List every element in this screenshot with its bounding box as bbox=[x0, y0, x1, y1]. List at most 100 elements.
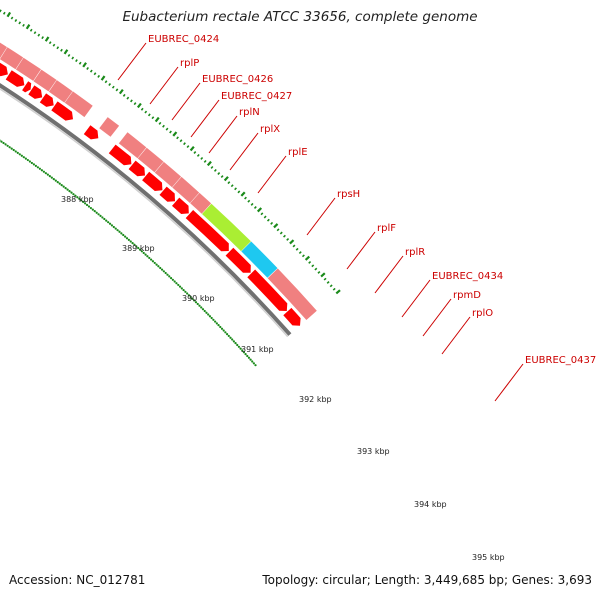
inner-dot-mark bbox=[155, 263, 158, 266]
outer-tick-mark bbox=[154, 116, 160, 123]
inner-dot-mark bbox=[244, 353, 247, 356]
inner-dot-mark bbox=[236, 343, 239, 347]
forward-cds bbox=[15, 57, 41, 81]
label-leader-line bbox=[257, 155, 287, 194]
forward-cds bbox=[0, 42, 7, 59]
inner-dot-mark bbox=[12, 148, 15, 152]
outer-tick-mark bbox=[44, 36, 50, 42]
inner-dot-mark bbox=[182, 288, 185, 292]
outer-tick-mark bbox=[263, 215, 267, 219]
outer-tick-mark bbox=[48, 41, 52, 45]
outer-tick-mark bbox=[169, 130, 172, 134]
forward-cds bbox=[64, 91, 93, 118]
outer-tick-mark bbox=[118, 88, 124, 95]
inner-dot-mark bbox=[247, 356, 251, 359]
outer-tick-mark bbox=[276, 228, 280, 232]
inner-dot-mark bbox=[116, 229, 119, 232]
inner-dot-mark bbox=[232, 340, 235, 343]
inner-dot-mark bbox=[231, 338, 234, 341]
forward-cds bbox=[48, 80, 73, 103]
inner-dot-mark bbox=[191, 297, 194, 300]
inner-dot-mark bbox=[203, 309, 206, 313]
gene-label-5: rplX bbox=[260, 124, 280, 135]
inner-dot-mark bbox=[205, 311, 208, 314]
inner-dot-mark bbox=[28, 160, 31, 163]
inner-dot-mark bbox=[131, 242, 134, 245]
inner-dot-mark bbox=[254, 364, 257, 367]
outer-tick-mark bbox=[56, 46, 60, 50]
tick-label-6: 394 kbp bbox=[414, 500, 447, 509]
outer-tick-mark bbox=[165, 127, 169, 131]
outer-tick-mark bbox=[162, 124, 165, 128]
inner-dot-mark bbox=[99, 214, 102, 217]
inner-dot-mark bbox=[227, 334, 230, 338]
outer-tick-mark bbox=[176, 136, 179, 140]
outer-tick-mark bbox=[244, 196, 247, 200]
inner-dot-mark bbox=[171, 278, 174, 281]
gene-label-13: EUBREC_0437 bbox=[525, 355, 596, 366]
gene-label-7: rpsH bbox=[337, 189, 360, 200]
outer-tick-mark bbox=[210, 165, 214, 169]
inner-dot-mark bbox=[8, 146, 11, 149]
inner-dot-mark bbox=[162, 270, 165, 273]
inner-dot-mark bbox=[252, 362, 255, 365]
inner-dot-mark bbox=[222, 329, 225, 332]
inner-dot-mark bbox=[38, 167, 41, 170]
inner-dot-mark bbox=[246, 354, 249, 358]
outer-tick-mark bbox=[206, 160, 212, 167]
outer-tick-mark bbox=[189, 145, 195, 152]
outer-tick-mark bbox=[289, 239, 295, 245]
forward-cds bbox=[118, 132, 147, 159]
reverse-cds-arrow bbox=[22, 81, 32, 93]
inner-dot-mark bbox=[114, 227, 117, 230]
outer-tick-mark bbox=[158, 121, 162, 125]
outer-tick-mark bbox=[329, 284, 333, 288]
inner-dot-mark bbox=[151, 260, 155, 263]
inner-dot-mark bbox=[173, 280, 176, 283]
inner-dot-mark bbox=[89, 206, 93, 210]
inner-dot-mark bbox=[60, 183, 63, 187]
inner-dot-mark bbox=[107, 221, 110, 224]
outer-tick-mark bbox=[147, 113, 151, 117]
reverse-cds-arrow bbox=[0, 62, 8, 77]
reverse-cds-arrow bbox=[51, 101, 73, 121]
inner-dot-mark bbox=[103, 217, 106, 221]
outer-tick-mark bbox=[29, 28, 33, 32]
tick-label-3: 391 kbp bbox=[241, 345, 274, 354]
outer-tick-mark bbox=[335, 289, 341, 295]
inner-dot-mark bbox=[108, 222, 112, 225]
accession-text: Accession: NC_012781 bbox=[9, 573, 146, 587]
inner-dot-mark bbox=[201, 308, 205, 311]
tick-layer bbox=[0, 9, 341, 367]
inner-dot-mark bbox=[186, 292, 189, 295]
inner-dot-mark bbox=[52, 178, 55, 181]
gene-label-10: EUBREC_0434 bbox=[432, 271, 503, 282]
outer-tick-mark bbox=[196, 153, 200, 157]
inner-dot-mark bbox=[225, 333, 229, 336]
gene-label-6: rplE bbox=[288, 147, 308, 158]
inner-dot-mark bbox=[129, 240, 132, 243]
outer-tick-mark bbox=[126, 96, 130, 100]
inner-dot-mark bbox=[72, 193, 75, 196]
outer-tick-mark bbox=[136, 102, 142, 109]
inner-dot-mark bbox=[187, 294, 191, 297]
outer-tick-mark bbox=[260, 212, 264, 216]
gene-label-1: rplP bbox=[180, 58, 199, 69]
inner-dot-mark bbox=[135, 245, 138, 248]
inner-dot-mark bbox=[198, 304, 201, 307]
inner-dot-mark bbox=[212, 318, 215, 321]
label-leader-layer bbox=[117, 42, 524, 402]
outer-tick-mark bbox=[93, 72, 97, 76]
reverse-cds-arrow bbox=[108, 144, 132, 166]
label-leader-line bbox=[441, 316, 471, 355]
inner-dot-mark bbox=[87, 205, 91, 208]
outer-tick-mark bbox=[279, 231, 283, 235]
tick-label-7: 395 kbp bbox=[472, 553, 505, 562]
inner-dot-mark bbox=[144, 253, 147, 256]
tick-label-2: 390 kbp bbox=[182, 294, 215, 303]
outer-tick-mark bbox=[273, 223, 279, 229]
inner-dot-mark bbox=[32, 163, 35, 166]
backbone-layer bbox=[0, 83, 292, 338]
outer-tick-mark bbox=[172, 131, 178, 137]
